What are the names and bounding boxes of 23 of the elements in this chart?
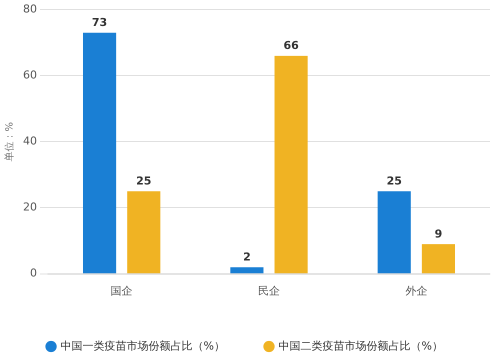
data-label: 25 bbox=[136, 174, 152, 188]
x-tick-label: 国企 bbox=[110, 284, 133, 298]
legend-label: 中国一类疫苗市场份额占比（%） bbox=[60, 339, 225, 352]
bar bbox=[274, 56, 308, 274]
y-tick-label: 80 bbox=[22, 2, 37, 16]
legend-label: 中国二类疫苗市场份额占比（%） bbox=[278, 339, 443, 352]
x-tick-label: 外企 bbox=[405, 284, 428, 298]
x-tick-label: 民企 bbox=[258, 284, 280, 298]
data-label: 66 bbox=[283, 39, 300, 52]
bar bbox=[230, 267, 264, 274]
data-label: 9 bbox=[434, 227, 442, 240]
data-label: 2 bbox=[243, 250, 251, 264]
bar bbox=[127, 191, 160, 274]
y-tick-label: 0 bbox=[30, 266, 37, 280]
bar bbox=[422, 244, 456, 274]
y-axis-title: 单位：% bbox=[4, 122, 16, 162]
y-tick-label: 40 bbox=[22, 134, 37, 148]
bar bbox=[82, 32, 116, 274]
bar bbox=[378, 191, 411, 274]
data-label: 73 bbox=[92, 16, 108, 30]
y-tick-label: 20 bbox=[22, 200, 37, 214]
data-label: 25 bbox=[386, 174, 402, 188]
y-tick-label: 60 bbox=[22, 68, 37, 82]
